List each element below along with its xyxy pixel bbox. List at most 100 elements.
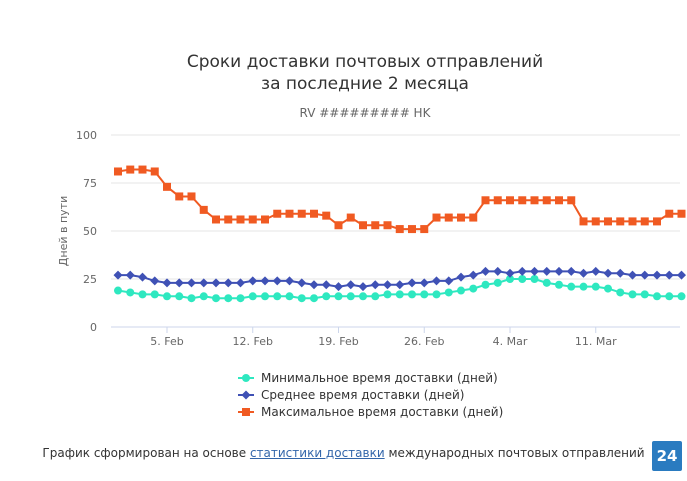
data-point[interactable] bbox=[187, 294, 196, 303]
data-point[interactable] bbox=[285, 292, 294, 301]
delivery-statistics-link[interactable]: статистики доставки bbox=[249, 446, 385, 460]
data-point[interactable] bbox=[420, 290, 429, 299]
data-point[interactable] bbox=[138, 290, 147, 299]
data-point[interactable] bbox=[383, 221, 392, 230]
data-point[interactable] bbox=[567, 282, 576, 291]
data-point[interactable] bbox=[223, 278, 233, 288]
site-logo-badge[interactable]: 24 bbox=[652, 441, 682, 471]
data-point[interactable] bbox=[444, 276, 454, 286]
data-point[interactable] bbox=[310, 209, 318, 218]
data-point[interactable] bbox=[518, 196, 527, 205]
data-point[interactable] bbox=[126, 288, 135, 297]
data-point[interactable] bbox=[126, 165, 135, 174]
data-point[interactable] bbox=[224, 215, 233, 224]
data-point[interactable] bbox=[248, 215, 257, 224]
data-point[interactable] bbox=[175, 192, 184, 201]
data-point[interactable] bbox=[677, 270, 686, 280]
data-point[interactable] bbox=[640, 217, 649, 226]
data-point[interactable] bbox=[628, 270, 637, 280]
data-point[interactable] bbox=[591, 217, 600, 226]
data-point[interactable] bbox=[273, 209, 282, 218]
data-point[interactable] bbox=[469, 213, 478, 222]
data-point[interactable] bbox=[542, 266, 552, 276]
data-point[interactable] bbox=[604, 217, 612, 226]
data-point[interactable] bbox=[113, 270, 123, 280]
data-point[interactable] bbox=[408, 225, 416, 234]
data-point[interactable] bbox=[456, 272, 466, 282]
data-point[interactable] bbox=[310, 294, 318, 303]
data-point[interactable] bbox=[420, 225, 429, 234]
data-point[interactable] bbox=[138, 272, 147, 282]
data-point[interactable] bbox=[506, 275, 514, 283]
data-point[interactable] bbox=[665, 292, 674, 301]
data-point[interactable] bbox=[273, 292, 282, 301]
data-point[interactable] bbox=[150, 276, 160, 286]
data-point[interactable] bbox=[604, 284, 612, 293]
data-point[interactable] bbox=[653, 217, 661, 226]
data-point[interactable] bbox=[114, 286, 122, 295]
data-point[interactable] bbox=[505, 268, 515, 278]
data-point[interactable] bbox=[567, 196, 576, 205]
data-point[interactable] bbox=[677, 209, 686, 218]
data-point[interactable] bbox=[579, 268, 588, 278]
data-point[interactable] bbox=[334, 292, 343, 301]
data-point[interactable] bbox=[346, 292, 355, 301]
data-point[interactable] bbox=[358, 282, 368, 292]
data-point[interactable] bbox=[261, 292, 269, 301]
data-point[interactable] bbox=[530, 275, 539, 283]
data-point[interactable] bbox=[432, 213, 441, 222]
data-point[interactable] bbox=[616, 217, 625, 226]
data-point[interactable] bbox=[506, 196, 514, 205]
data-point[interactable] bbox=[370, 280, 380, 290]
data-point[interactable] bbox=[591, 266, 601, 276]
data-point[interactable] bbox=[322, 292, 331, 301]
data-point[interactable] bbox=[297, 294, 306, 303]
legend-item[interactable]: Максимальное время доставки (дней) bbox=[238, 405, 503, 419]
data-point[interactable] bbox=[640, 270, 650, 280]
data-point[interactable] bbox=[260, 276, 270, 286]
data-point[interactable] bbox=[114, 167, 122, 176]
data-point[interactable] bbox=[236, 215, 245, 224]
data-point[interactable] bbox=[432, 276, 441, 286]
data-point[interactable] bbox=[187, 192, 196, 201]
data-point[interactable] bbox=[615, 268, 625, 278]
data-point[interactable] bbox=[125, 270, 135, 280]
data-point[interactable] bbox=[395, 225, 404, 234]
data-point[interactable] bbox=[199, 205, 208, 214]
data-point[interactable] bbox=[530, 196, 539, 205]
data-point[interactable] bbox=[555, 196, 563, 205]
data-point[interactable] bbox=[199, 278, 209, 288]
data-point[interactable] bbox=[640, 290, 649, 299]
data-point[interactable] bbox=[518, 275, 527, 283]
data-point[interactable] bbox=[309, 280, 319, 290]
data-point[interactable] bbox=[163, 292, 171, 301]
data-point[interactable] bbox=[493, 266, 503, 276]
data-point[interactable] bbox=[579, 282, 588, 291]
data-point[interactable] bbox=[457, 286, 465, 295]
data-point[interactable] bbox=[653, 292, 661, 301]
data-point[interactable] bbox=[163, 182, 171, 191]
data-point[interactable] bbox=[444, 288, 453, 297]
data-point[interactable] bbox=[199, 292, 208, 301]
data-point[interactable] bbox=[457, 213, 465, 222]
data-point[interactable] bbox=[542, 196, 551, 205]
data-point[interactable] bbox=[150, 290, 159, 299]
data-point[interactable] bbox=[530, 266, 539, 276]
data-point[interactable] bbox=[248, 292, 257, 301]
data-point[interactable] bbox=[261, 215, 269, 224]
data-point[interactable] bbox=[297, 209, 306, 218]
data-point[interactable] bbox=[408, 290, 416, 299]
legend-marker[interactable] bbox=[242, 374, 250, 382]
data-point[interactable] bbox=[664, 270, 674, 280]
data-point[interactable] bbox=[285, 276, 294, 286]
data-point[interactable] bbox=[591, 282, 600, 291]
data-point[interactable] bbox=[334, 282, 343, 292]
data-point[interactable] bbox=[285, 209, 294, 218]
data-point[interactable] bbox=[236, 294, 245, 303]
data-point[interactable] bbox=[224, 294, 233, 303]
data-point[interactable] bbox=[297, 278, 307, 288]
data-point[interactable] bbox=[321, 280, 331, 290]
data-point[interactable] bbox=[359, 221, 367, 230]
data-point[interactable] bbox=[334, 221, 343, 230]
data-point[interactable] bbox=[371, 221, 380, 230]
